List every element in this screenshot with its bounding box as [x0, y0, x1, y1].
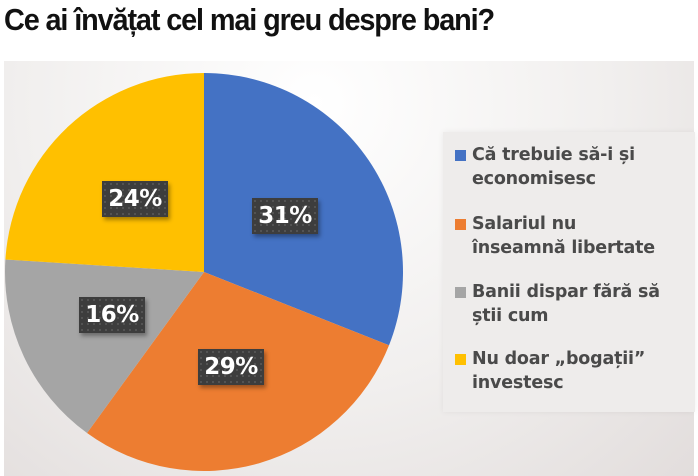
pie-slice-2	[5, 259, 205, 433]
legend-swatch-orange	[455, 219, 466, 230]
data-label-gray: 16%	[79, 297, 145, 333]
legend-item-economisesc: Că trebuie să-i și economisesc	[455, 143, 695, 191]
pie-slice-3	[5, 73, 204, 272]
legend-swatch-yellow	[455, 354, 466, 365]
legend-label: Salariul nu	[472, 214, 577, 234]
legend-item-salariul: Salariul nu înseamnă libertate	[455, 212, 695, 260]
legend-label: economisesc	[472, 169, 596, 189]
legend-label: Nu doar „bogații”	[472, 349, 646, 369]
legend-label: știi cum	[472, 306, 549, 326]
legend-item-banii-dispar: Banii dispar fără să știi cum	[455, 280, 695, 328]
data-label-yellow: 24%	[102, 181, 168, 217]
data-label-orange: 29%	[198, 349, 264, 385]
legend-label: Că trebuie să-i și	[472, 145, 635, 165]
legend-label: înseamnă libertate	[472, 238, 655, 258]
legend-swatch-gray	[455, 287, 466, 298]
legend-label: Banii dispar fără să	[472, 282, 660, 302]
legend-label: investesc	[472, 373, 564, 393]
legend-swatch-blue	[455, 150, 466, 161]
legend-item-investesc: Nu doar „bogații” investesc	[455, 347, 695, 395]
chart-title: Ce ai învățat cel mai greu despre bani?	[4, 2, 495, 37]
legend: Că trebuie să-i și economisesc Salariul …	[443, 132, 695, 412]
data-label-blue: 31%	[252, 198, 318, 234]
